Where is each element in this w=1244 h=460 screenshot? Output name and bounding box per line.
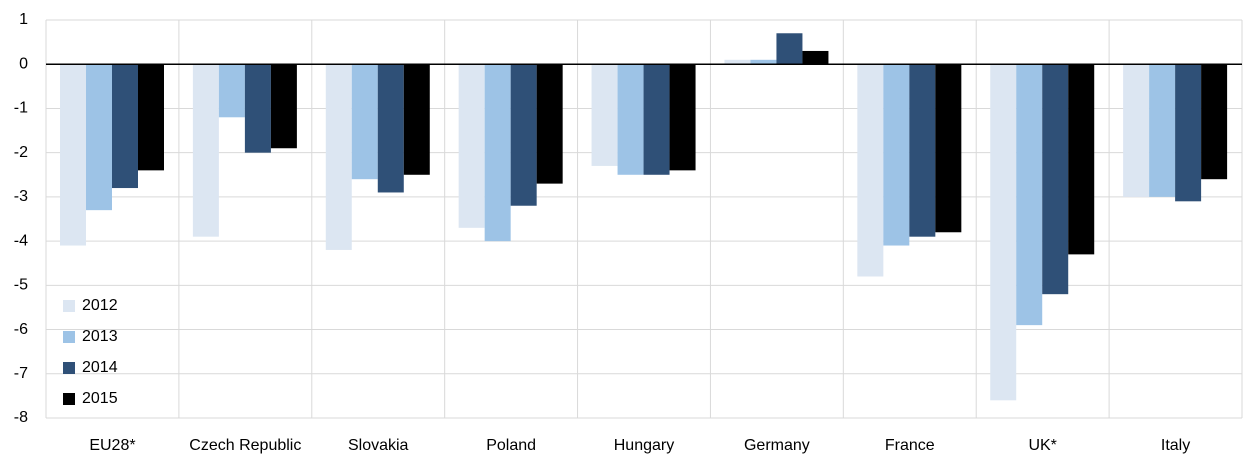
bar	[802, 50, 829, 65]
x-tick-label: UK*	[1028, 437, 1056, 454]
bar	[244, 64, 271, 153]
y-tick-label: -8	[14, 409, 28, 426]
x-tick-label: Germany	[744, 437, 810, 454]
bar	[325, 64, 352, 250]
bar	[351, 64, 378, 180]
y-tick-label: -1	[14, 100, 28, 117]
y-tick-label: -5	[14, 277, 28, 294]
y-tick-label: 0	[19, 55, 28, 72]
bar	[1042, 64, 1069, 295]
legend-label: 2014	[82, 359, 118, 376]
bar	[724, 59, 751, 65]
bar	[138, 64, 164, 171]
x-tick-label: Czech Republic	[189, 437, 301, 454]
bar	[536, 64, 563, 184]
legend-label: 2013	[82, 328, 118, 345]
y-tick-label: -7	[14, 365, 28, 382]
bar	[403, 64, 430, 175]
bar	[218, 64, 245, 118]
bar	[643, 64, 670, 175]
legend-label: 2015	[82, 390, 118, 407]
bar	[112, 64, 138, 189]
bar	[510, 64, 537, 206]
legend-swatch	[63, 393, 75, 405]
bar	[377, 64, 404, 193]
y-tick-label: -4	[14, 232, 28, 249]
bar	[1175, 64, 1202, 202]
bar	[458, 64, 485, 228]
bar	[1068, 64, 1095, 255]
x-tick-label: France	[885, 437, 935, 454]
x-tick-label: Slovakia	[348, 437, 409, 454]
bar	[857, 64, 884, 277]
bar	[883, 64, 910, 246]
bar	[750, 59, 777, 65]
x-tick-label: Hungary	[614, 437, 674, 454]
bar	[1123, 64, 1150, 197]
y-tick-label: -6	[14, 321, 28, 338]
y-tick-label: -3	[14, 188, 28, 205]
x-tick-label: Italy	[1161, 437, 1190, 454]
x-tick-label: Poland	[486, 437, 536, 454]
bar	[484, 64, 511, 242]
y-tick-label: 1	[19, 11, 28, 28]
bar	[192, 64, 219, 237]
bar	[776, 33, 803, 65]
bar	[909, 64, 936, 237]
bar	[1149, 64, 1176, 197]
bar	[270, 64, 297, 149]
x-tick-label: EU28*	[89, 437, 135, 454]
bar	[1016, 64, 1043, 326]
bar	[935, 64, 962, 233]
bar	[1201, 64, 1228, 180]
bar	[617, 64, 644, 175]
legend-swatch	[63, 300, 75, 312]
bar	[669, 64, 696, 171]
legend-swatch	[63, 331, 75, 343]
legend-swatch	[63, 362, 75, 374]
bar	[990, 64, 1017, 401]
bar	[86, 64, 112, 211]
y-tick-label: -2	[14, 144, 28, 161]
bar	[60, 64, 86, 246]
legend-label: 2012	[82, 297, 118, 314]
bar	[591, 64, 618, 166]
